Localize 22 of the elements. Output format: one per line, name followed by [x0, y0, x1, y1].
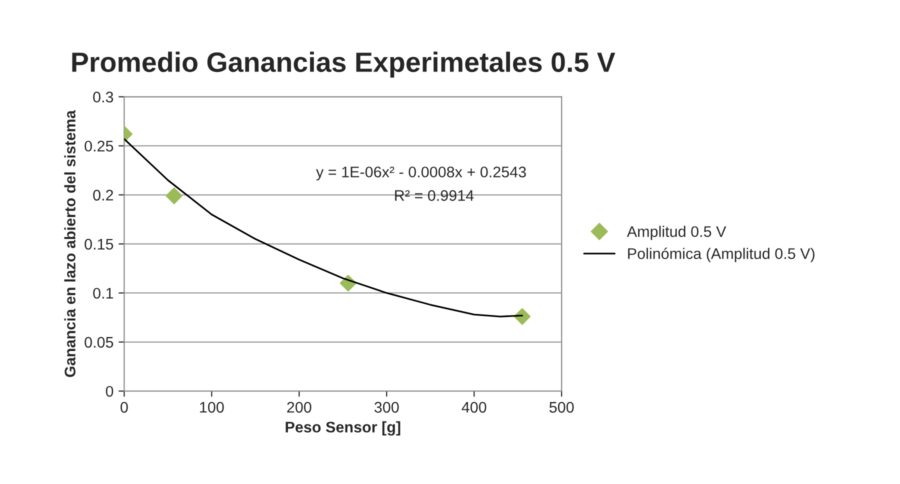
y-axis-title: Ganancia en lazo abierto del sistema [64, 110, 76, 378]
x-axis-title: Peso Sensor [g] [286, 421, 400, 436]
y-tick-label: 0.25 [84, 140, 114, 152]
point [514, 308, 531, 325]
x-tick-label: 300 [374, 402, 399, 413]
y-tick-label: 0.3 [93, 92, 114, 102]
x-tick-label: 200 [287, 402, 312, 413]
annotation: y = 1E-06x² - 0.0008x + 0.2543 [316, 166, 526, 180]
annotation: R² = 0.9914 [395, 190, 474, 201]
y-tick-label: 0.15 [84, 238, 114, 250]
chart-title: Promedio Ganancias Experimetales 0.5 V [72, 52, 616, 78]
x-tick-label: 0 [120, 402, 128, 413]
x-tick-label: 500 [549, 402, 574, 413]
y-tick-label: 0.05 [84, 336, 114, 348]
legend-label: Polinómica (Amplitud 0.5 V) [628, 248, 814, 262]
y-tick-label: 0.2 [93, 190, 114, 201]
x-tick-label: 400 [462, 402, 486, 413]
point [166, 188, 182, 204]
y-tick-label: 0.1 [93, 288, 114, 299]
x-tick-label: 100 [200, 402, 224, 413]
legend-label: Amplitud 0.5 V [626, 226, 726, 240]
y-tick-label: 0 [106, 386, 114, 397]
